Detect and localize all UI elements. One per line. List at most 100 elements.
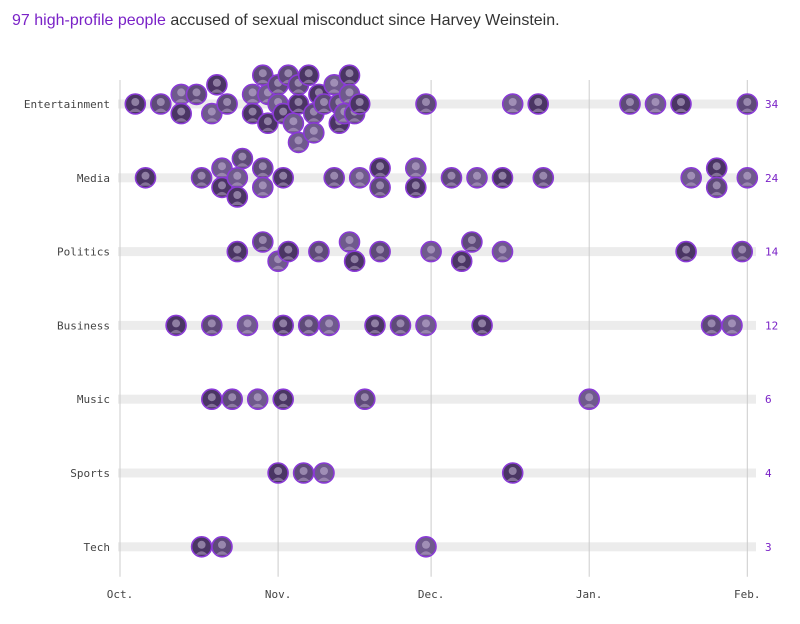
person-avatar [705, 157, 728, 179]
person-avatar [257, 112, 279, 134]
person-avatar [369, 240, 391, 263]
avatar-face [253, 393, 262, 402]
row-track [118, 468, 756, 478]
avatar-face [687, 171, 696, 180]
avatar-face [508, 467, 517, 475]
person-avatar [246, 388, 269, 411]
person-avatar [619, 93, 641, 115]
avatar-face [284, 245, 293, 254]
avatar-shoulders [736, 256, 749, 260]
avatar-shoulders [272, 89, 285, 93]
person-avatar [302, 122, 325, 144]
avatar-face [258, 236, 267, 244]
avatar-shoulders [348, 265, 361, 270]
avatar-shoulders [272, 477, 285, 481]
avatar-face [651, 98, 660, 106]
avatar-face [345, 88, 354, 97]
avatar-face [707, 319, 716, 328]
avatar-shoulders [328, 89, 341, 93]
avatar-face [263, 117, 272, 126]
avatar-face [743, 171, 752, 180]
person-avatar [466, 167, 488, 189]
person-avatar [267, 462, 289, 484]
avatar-face [411, 162, 420, 171]
avatar-face [207, 319, 216, 328]
category-label: Entertainment [24, 98, 110, 111]
person-avatar [318, 314, 340, 337]
avatar-shoulders [343, 246, 356, 250]
avatar-shoulders [420, 329, 432, 334]
avatar-face [325, 319, 334, 328]
person-avatar [736, 167, 759, 189]
avatar-face [304, 69, 313, 78]
avatar-face [172, 319, 181, 328]
avatar-face [131, 98, 140, 106]
avatar-shoulders [583, 403, 596, 408]
person-avatar [272, 388, 295, 411]
person-avatar [578, 388, 601, 411]
avatar-face [626, 98, 634, 106]
avatar-shoulders [445, 182, 458, 186]
avatar-shoulders [251, 403, 264, 408]
avatar-shoulders [175, 118, 188, 122]
avatar-face [309, 126, 318, 135]
person-avatar [527, 93, 550, 115]
avatar-face [355, 171, 364, 180]
avatar-shoulders [374, 256, 387, 260]
x-tick-label: Dec. [418, 588, 445, 601]
avatar-face [279, 107, 288, 116]
person-avatar [369, 176, 391, 199]
avatar-face [498, 171, 507, 180]
avatar-shoulders [216, 551, 228, 555]
avatar-face [177, 88, 186, 97]
avatar-shoulders [246, 118, 259, 122]
avatar-shoulders [465, 246, 478, 250]
person-avatar [415, 314, 437, 337]
avatar-face [427, 245, 436, 254]
avatar-shoulders [374, 191, 387, 196]
avatar-shoulders [236, 163, 249, 167]
x-tick-label: Nov. [265, 588, 292, 601]
avatar-face [422, 319, 430, 328]
person-avatar [226, 186, 249, 208]
avatar-shoulders [409, 191, 422, 196]
avatar-shoulders [231, 256, 244, 260]
row-track [118, 99, 756, 109]
avatar-shoulders [226, 403, 239, 408]
person-avatar [226, 167, 249, 189]
person-avatar [450, 250, 473, 273]
avatar-shoulders [277, 182, 290, 186]
avatar-face [212, 78, 221, 87]
avatar-face [534, 98, 543, 106]
avatar-shoulders [195, 182, 208, 186]
person-avatar [501, 462, 524, 484]
person-avatar [364, 314, 386, 337]
avatar-face [258, 69, 267, 78]
avatar-face [422, 98, 430, 106]
avatar-shoulders [129, 108, 142, 112]
person-avatar [282, 112, 305, 134]
avatar-shoulders [353, 182, 366, 186]
avatar-shoulders [455, 265, 468, 270]
category-label: Music [77, 393, 110, 406]
chart-title: 97 high-profile people accused of sexual… [12, 12, 560, 30]
person-avatar [185, 83, 208, 106]
category-label: Media [77, 172, 110, 185]
person-avatar [675, 240, 697, 263]
avatar-shoulders [649, 108, 662, 112]
avatar-shoulders [425, 256, 438, 260]
avatar-shoulders [705, 329, 718, 334]
avatar-face [677, 98, 685, 106]
avatar-face [218, 181, 226, 190]
avatar-face [223, 98, 232, 106]
avatar-face [376, 181, 385, 190]
avatar-shoulders [496, 256, 509, 260]
avatar-face [728, 319, 736, 328]
person-avatar [241, 102, 264, 125]
avatar-face [498, 245, 507, 254]
row-track [118, 394, 756, 404]
avatar-face [712, 162, 721, 171]
person-avatar [150, 93, 172, 115]
avatar-face [207, 107, 216, 116]
person-avatar [272, 167, 295, 189]
